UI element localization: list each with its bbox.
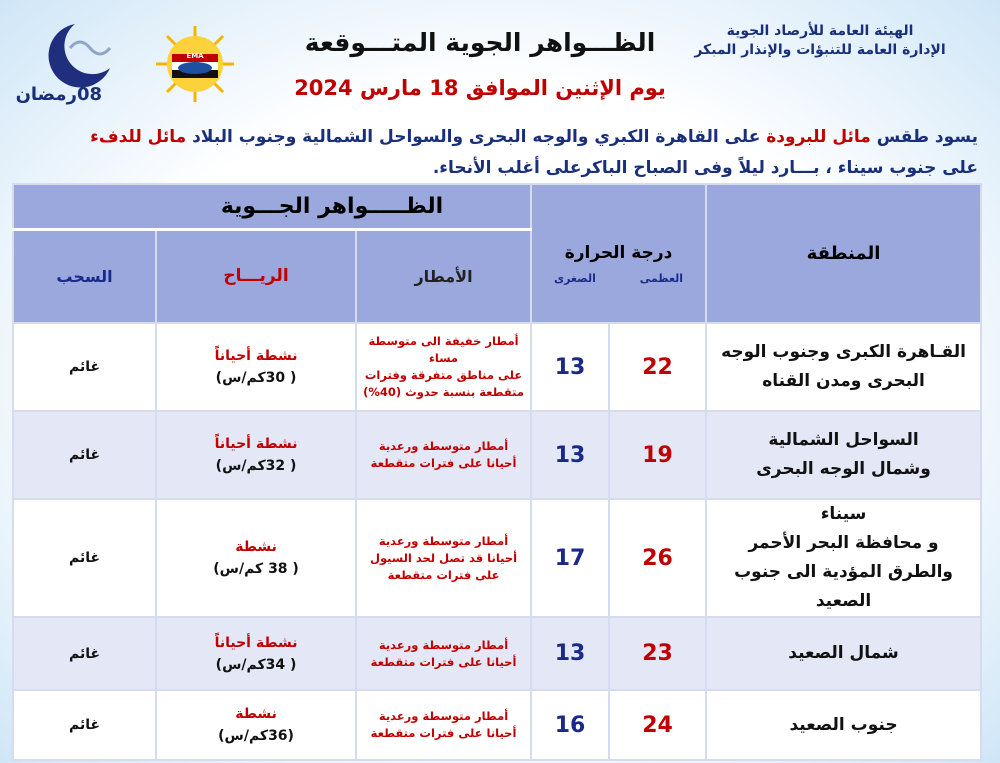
summary-line: يسود طقس مائل للبرودة على القاهرة الكبري… [18,122,978,153]
clouds-cell: غائم [11,616,158,691]
data-row: القـاهرة الكبرى وجنوب الوجه البحرى ومدن ا… [11,322,983,412]
wind-state: نشطة [235,539,277,555]
ema-logo: EMA [156,26,234,102]
region-cell: شمال الصعيد [705,616,983,691]
summary-line: على جنوب سيناء ، بـــارد ليلاً وفى الصبا… [432,158,978,178]
rain-line: أحيانا على فترات متقطعة [370,654,517,669]
region-line: والطرق المؤدية الى جنوب الصعيد [734,562,953,611]
wind-cell: نشطة أحياناً ( 32كم/س) [155,410,358,500]
rain-cell: أمطار متوسطة ورعدية أحيانا على فترات متقط… [355,689,533,761]
phenomena-header: الظـــــواهر الجـــوية [11,183,533,231]
wind-state: نشطة أحياناً [214,436,298,452]
rain-line: أحيانا على فترات متقطعة [370,726,517,740]
rain-line: على مناطق متفرقة وفترات [364,368,523,382]
wind-speed: ( 34كم/س) [215,656,297,673]
clouds-cell: غائم [11,410,158,500]
rain-line: متقطعة بنسبة حدوث (40%) [363,385,524,399]
wind-cell: نشطة أحياناً ( 34كم/س) [155,616,358,691]
wind-state: نشطة أحياناً [214,348,298,364]
min-header: الصغرى [553,272,596,285]
data-row: شمال الصعيد 23 13 أمطار متوسطة ورعدية أحيانا… [11,616,983,691]
wind-speed: ( 38 كم/س) [213,561,299,577]
region-line: البحرى ومدن القناه [762,371,925,391]
wind-speed: ( 30كم/س) [215,370,297,386]
clouds-cell: غائم [11,689,158,761]
rain-cell: أمطار متوسطة ورعدية أحيانا على فترات متقط… [355,410,533,500]
rain-line: أمطار متوسطة ورعدية [378,439,509,453]
org-line: الإدارة العامة للتنبؤات والإنذار المبكر [694,42,946,58]
header-row: المنطقة درجة الحرارة العظمى الصغرى الظــ… [11,183,983,324]
rain-line: على فترات متقطعة [387,567,500,582]
rain-cell: أمطار خفيفة الى متوسطة مساء على مناطق متف… [355,322,533,412]
min-temp: 13 [530,322,611,412]
region-line: السواحل الشمالية [768,430,919,450]
region-cell: سيناء و محافظة البحر الأحمر والطرق المؤدية… [705,498,983,618]
wind-cell: نشطة ( 38 كم/س) [155,498,358,618]
rain-cell: أمطار متوسطة ورعدية أحيانا قد تصل لحد الس… [355,498,533,618]
region-line: القـاهرة الكبرى وجنوب الوجه [721,342,966,362]
max-header: العظمى [639,272,684,285]
calligraphy [68,40,112,56]
clouds-cell: غائم [11,498,158,618]
min-temp: 16 [530,689,611,761]
region-header: المنطقة [705,183,983,324]
min-temp: 17 [530,498,611,618]
temperature-title: درجة الحرارة [564,243,673,263]
summary: يسود طقس مائل للبرودة على القاهرة الكبري… [18,122,978,184]
region-cell: جنوب الصعيد [705,689,983,761]
wind-state: نشطة أحياناً [214,634,298,651]
max-temp: 23 [608,616,708,691]
wind-cell: نشطة (36كم/س) [155,689,358,761]
rain-line: أحيانا قد تصل لحد السيول [369,550,518,565]
temperature-header: درجة الحرارة العظمى الصغرى [530,183,708,324]
clouds-header: السحب [11,228,158,324]
wind-speed: ( 32كم/س) [215,458,297,474]
organization: الهيئة العامة للأرصاد الجوية الإدارة الع… [670,22,970,60]
rain-line: أمطار متوسطة ورعدية [378,533,509,548]
ramadan-logo [48,24,112,88]
rain-line: أمطار متوسطة ورعدية [378,637,509,652]
region-line: وشمال الوجه البحرى [756,459,931,479]
logo-text: EMA [186,52,204,60]
wind-cell: نشطة أحياناً ( 30كم/س) [155,322,358,412]
region-line: و محافظة البحر الأحمر [748,533,939,553]
temperature-subheaders: العظمى الصغرى [532,272,705,285]
clouds-cell: غائم [11,322,158,412]
summary-highlight: مائل للبرودة [766,127,871,147]
org-line: الهيئة العامة للأرصاد الجوية [726,23,914,39]
rain-cell: أمطار متوسطة ورعدية أحيانا على فترات متقط… [355,616,533,691]
wind-header: الريـــاح [155,228,358,324]
title: الظـــواهر الجوية المتـــوقعة [304,28,656,57]
max-temp: 22 [608,322,708,412]
data-row: جنوب الصعيد 24 16 أمطار متوسطة ورعدية أحيانا… [11,689,983,761]
min-temp: 13 [530,616,611,691]
region-line: شمال الصعيد [788,643,899,663]
forecast-table: المنطقة درجة الحرارة العظمى الصغرى الظــ… [11,183,983,761]
subheader-row: الأمطار الريـــاح السحب [11,228,981,324]
summary-text: على القاهرة الكبري والوجه البحرى والسواح… [192,127,761,147]
table-body: المنطقة درجة الحرارة العظمى الصغرى الظــ… [11,183,983,761]
summary-text: يسود طقس [876,127,978,147]
wind-state: نشطة [235,706,277,722]
rain-line: أمطار خفيفة الى متوسطة مساء [368,334,519,365]
max-temp: 24 [608,689,708,761]
region-line: جنوب الصعيد [789,714,898,735]
ramadan-day: 08رمضان [15,84,102,105]
date: يوم الإثنين الموافق 18 مارس 2024 [294,76,666,100]
data-row: السواحل الشمالية وشمال الوجه البحرى 19 13 أم… [11,410,983,500]
region-cell: القـاهرة الكبرى وجنوب الوجه البحرى ومدن ا… [705,322,983,412]
rain-header: الأمطار [355,228,533,324]
max-temp: 26 [608,498,708,618]
rain-line: أمطار متوسطة ورعدية [378,709,509,723]
rain-line: أحيانا على فترات متقطعة [370,456,517,470]
region-line: سيناء [820,504,867,524]
wind-speed: (36كم/س) [218,728,294,744]
max-temp: 19 [608,410,708,500]
summary-highlight: مائل للدفء [90,127,187,147]
data-row: سيناء و محافظة البحر الأحمر والطرق المؤدية… [11,498,983,618]
region-cell: السواحل الشمالية وشمال الوجه البحرى [705,410,983,500]
min-temp: 13 [530,410,611,500]
crescent [48,24,110,88]
